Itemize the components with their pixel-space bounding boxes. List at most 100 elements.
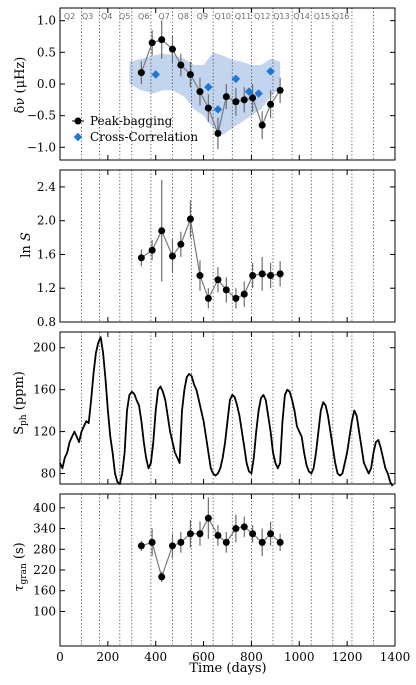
data-point [258,270,266,278]
legend-marker-peak-bagging [74,117,82,125]
data-point [240,96,248,104]
data-point [204,294,212,302]
data-point [177,538,185,546]
data-point [148,538,156,546]
data-point-diamond [204,82,213,92]
xtick-label: 600 [192,650,215,664]
data-point [148,39,156,47]
data-point [222,286,230,294]
data-point [276,86,284,94]
ytick-label: 100 [33,604,56,618]
data-point [232,294,240,302]
quarter-label: Q4 [101,12,112,21]
data-point [177,240,185,248]
data-point [158,36,166,44]
data-point [222,93,230,101]
data-point [137,542,145,550]
data-point [186,215,194,223]
data-point [168,542,176,550]
xtick-label: 800 [240,650,263,664]
xtick-label: 0 [56,650,64,664]
data-point [249,530,257,538]
ytick-label: 1.6 [37,247,56,261]
xtick-label: 1400 [380,650,411,664]
quarter-label: Q2 [64,12,75,21]
data-point [249,94,257,102]
data-point [240,523,248,531]
data-point-diamond [254,89,263,98]
data-point-diamond [244,87,254,96]
data-point [258,538,266,546]
quarter-label: Q14 [293,12,309,21]
legend-label-cross-correlation: Cross-Correlation [90,130,198,144]
data-point [186,71,194,78]
data-point [137,254,145,262]
series-line [140,39,281,136]
data-point [267,272,275,280]
data-point [137,69,145,77]
quarter-label: Q3 [82,12,93,21]
data-point [177,61,185,69]
data-point [186,530,194,538]
ytick-label: 120 [33,425,56,439]
data-point [168,45,176,53]
data-point [276,270,284,278]
legend-marker-cross-correlation [73,132,83,142]
ytick-label: 2.4 [37,180,56,194]
data-point [267,100,275,108]
data-point [196,272,204,280]
ytick-label: 400 [33,501,56,515]
ytick-label: 80 [41,467,56,481]
ytick-label: −1.0 [27,140,56,154]
ylabel-sph: Sph (ppm) [12,371,29,435]
data-point [258,121,266,129]
data-point [196,88,204,96]
series-line [141,516,281,579]
data-point [158,573,166,581]
ylabel-tau-gran: τgran (s) [12,542,29,591]
series-line [141,216,281,300]
quarter-label: Q10 [214,12,230,21]
data-point-diamond [231,74,241,84]
ytick-label: 2.0 [37,214,56,228]
data-point [222,538,230,546]
quarter-label: Q12 [254,12,270,21]
ytick-label: 0.0 [37,77,56,91]
quarter-label: Q8 [178,12,189,21]
xlabel: Time (days) [189,661,266,676]
ytick-label: 160 [33,584,56,598]
axes-frame [59,331,396,485]
data-point [232,98,240,106]
quarter-label: Q7 [158,12,169,21]
quarter-label: Q11 [235,12,251,21]
data-point [204,514,212,522]
axes-frame [59,169,396,323]
axes-frame [59,493,396,647]
ytick-label: 280 [33,542,56,556]
data-point [204,104,212,112]
series-line [59,336,394,487]
quarter-label: Q9 [197,12,208,21]
ytick-label: 200 [33,341,56,355]
legend: Peak-bagging Cross-Correlation [72,114,198,144]
data-point [158,227,166,235]
data-point [214,129,222,137]
quarter-label: Q15 [314,12,330,21]
ytick-label: 340 [33,522,56,536]
data-point-diamond [151,70,160,79]
panel-sph: 80 120 160 200 Sph (ppm) [12,331,396,487]
data-point [232,525,240,533]
data-point [276,538,284,546]
panel-freq-shift: Q2 Q3 Q4 Q5 Q6 Q7 Q8 Q9 Q10 Q11 Q12 Q13 Q14 Q15 Q16 −1… [13,7,396,161]
data-point [214,276,222,284]
data-point [196,530,204,538]
legend-label-peak-bagging: Peak-bagging [90,114,173,128]
data-point [148,246,156,254]
xtick-label: 400 [144,650,167,664]
ytick-label: 0.5 [37,45,56,59]
ytick-label: 1.0 [37,14,56,28]
xtick-label: 1200 [332,650,363,664]
quarter-label: Q6 [138,12,149,21]
ytick-label: −0.5 [27,109,56,123]
data-point [267,530,275,538]
